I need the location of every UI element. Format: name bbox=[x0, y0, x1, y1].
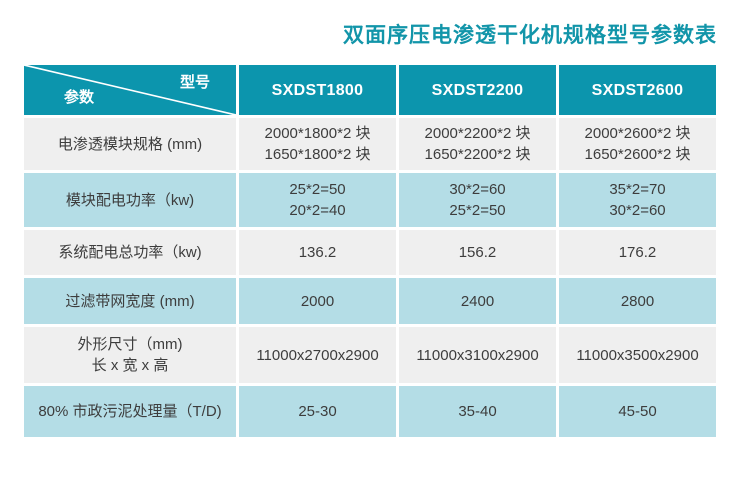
value-belt-width-sxdst1800: 2000 bbox=[239, 278, 396, 324]
column-header-sxdst2600: SXDST2600 bbox=[559, 65, 716, 115]
row-label-system-power: 系统配电总功率（kw) bbox=[24, 230, 236, 275]
title-bar: 双面序压电渗透干化机规格型号参数表 bbox=[24, 19, 717, 49]
column-header-sxdst1800: SXDST1800 bbox=[239, 65, 396, 115]
diagonal-divider-line bbox=[24, 65, 236, 115]
column-header-sxdst2200: SXDST2200 bbox=[399, 65, 556, 115]
row-label-module-spec: 电渗透模块规格 (mm) bbox=[24, 118, 236, 170]
value-module-power-sxdst2200: 30*2=60 25*2=50 bbox=[399, 173, 556, 227]
value-module-power-sxdst2600: 35*2=70 30*2=60 bbox=[559, 173, 716, 227]
page: 双面序压电渗透干化机规格型号参数表 型号 参数 SXDST1800 SXDST2… bbox=[0, 19, 744, 493]
page-title: 双面序压电渗透干化机规格型号参数表 bbox=[343, 24, 717, 47]
value-module-spec-sxdst1800: 2000*1800*2 块 1650*1800*2 块 bbox=[239, 118, 396, 170]
corner-header-cell: 型号 参数 bbox=[24, 65, 236, 115]
value-system-power-sxdst2600: 176.2 bbox=[559, 230, 716, 275]
value-system-power-sxdst1800: 136.2 bbox=[239, 230, 396, 275]
spec-table: 型号 参数 SXDST1800 SXDST2200 SXDST2600 电渗透模… bbox=[24, 65, 716, 437]
value-module-power-sxdst1800: 25*2=50 20*2=40 bbox=[239, 173, 396, 227]
value-dimensions-sxdst2200: 11000x3100x2900 bbox=[399, 327, 556, 383]
value-module-spec-sxdst2600: 2000*2600*2 块 1650*2600*2 块 bbox=[559, 118, 716, 170]
corner-param-label: 参数 bbox=[64, 89, 95, 106]
row-label-belt-width: 过滤带网宽度 (mm) bbox=[24, 278, 236, 324]
corner-model-label: 型号 bbox=[179, 74, 210, 91]
value-dimensions-sxdst2600: 11000x3500x2900 bbox=[559, 327, 716, 383]
value-system-power-sxdst2200: 156.2 bbox=[399, 230, 556, 275]
row-label-dimensions: 外形尺寸（mm) 长 x 宽 x 高 bbox=[24, 327, 236, 383]
value-sludge-capacity-sxdst2200: 35-40 bbox=[399, 386, 556, 437]
row-label-sludge-capacity: 80% 市政污泥处理量（T/D) bbox=[24, 386, 236, 437]
value-belt-width-sxdst2600: 2800 bbox=[559, 278, 716, 324]
value-sludge-capacity-sxdst1800: 25-30 bbox=[239, 386, 396, 437]
row-label-module-power: 模块配电功率（kw) bbox=[24, 173, 236, 227]
value-belt-width-sxdst2200: 2400 bbox=[399, 278, 556, 324]
value-module-spec-sxdst2200: 2000*2200*2 块 1650*2200*2 块 bbox=[399, 118, 556, 170]
value-dimensions-sxdst1800: 11000x2700x2900 bbox=[239, 327, 396, 383]
value-sludge-capacity-sxdst2600: 45-50 bbox=[559, 386, 716, 437]
